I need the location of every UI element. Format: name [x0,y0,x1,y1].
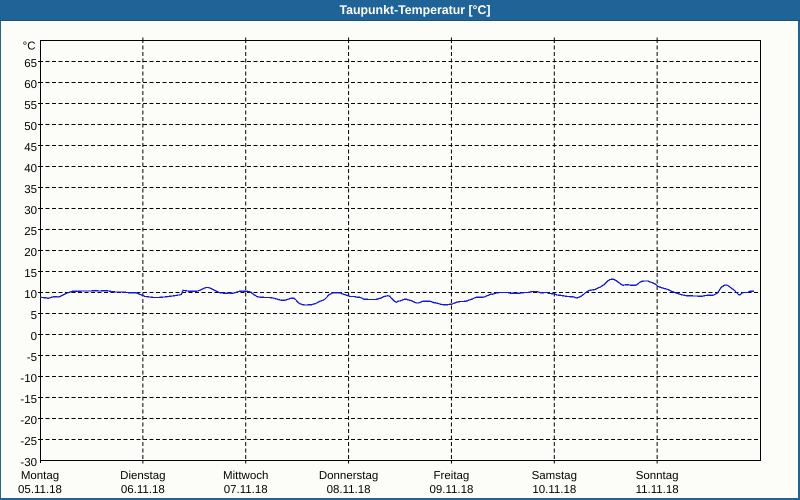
svg-text:Dienstag: Dienstag [120,470,165,482]
svg-text:Sonntag: Sonntag [636,470,679,482]
svg-text:08.11.18: 08.11.18 [327,484,371,496]
svg-text:Samstag: Samstag [532,470,577,482]
svg-text:-10: -10 [20,373,37,385]
svg-text:10: 10 [24,289,37,301]
svg-text:20: 20 [24,247,37,259]
svg-text:65: 65 [24,58,37,70]
svg-text:50: 50 [24,121,37,133]
svg-text:09.11.18: 09.11.18 [429,484,473,496]
svg-text:-30: -30 [20,457,37,469]
svg-text:25: 25 [24,226,37,238]
svg-text:40: 40 [24,163,37,175]
svg-text:05.11.18: 05.11.18 [18,484,62,496]
svg-text:5: 5 [31,310,37,322]
svg-text:-5: -5 [27,352,37,364]
svg-text:Montag: Montag [21,470,59,482]
svg-text:15: 15 [24,268,37,280]
svg-text:07.11.18: 07.11.18 [224,484,268,496]
svg-text:45: 45 [24,142,37,154]
svg-text:0: 0 [31,331,37,343]
svg-text:-15: -15 [20,394,37,406]
svg-text:11.11.18: 11.11.18 [636,484,679,496]
svg-text:06.11.18: 06.11.18 [121,484,165,496]
svg-text:60: 60 [24,79,37,91]
svg-text:Mittwoch: Mittwoch [223,470,268,482]
svg-text:35: 35 [24,184,37,196]
svg-text:10.11.18: 10.11.18 [532,484,576,496]
svg-text:Taupunkt-Temperatur [°C]: Taupunkt-Temperatur [°C] [340,3,491,17]
svg-text:55: 55 [24,100,37,112]
svg-text:-20: -20 [20,415,37,427]
svg-text:°C: °C [23,41,36,53]
svg-text:-25: -25 [20,436,37,448]
svg-text:30: 30 [24,205,37,217]
svg-text:Freitag: Freitag [434,470,470,482]
svg-text:Donnerstag: Donnerstag [319,470,378,482]
